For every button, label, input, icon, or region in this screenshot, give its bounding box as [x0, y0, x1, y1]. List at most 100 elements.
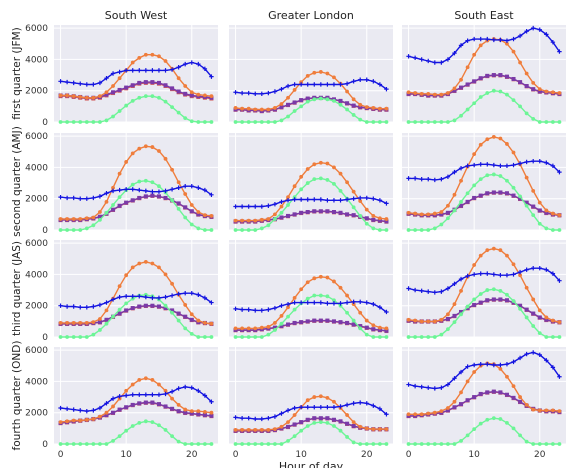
data-point-green — [511, 299, 516, 303]
data-point-orange — [163, 59, 168, 63]
data-point-orange — [371, 106, 376, 110]
data-point-orange — [364, 426, 369, 431]
data-point-orange — [259, 325, 264, 330]
data-point-blue — [325, 405, 330, 410]
data-point-blue — [478, 271, 483, 276]
y-tick-label: 2000 — [25, 302, 48, 312]
data-point-green — [544, 120, 549, 124]
data-point-orange — [419, 319, 424, 324]
data-point-blue — [517, 269, 523, 275]
data-point-orange — [439, 409, 444, 414]
data-point-orange — [163, 272, 168, 277]
series-orange — [406, 246, 562, 325]
data-point-orange — [233, 218, 238, 223]
data-point-green — [233, 228, 238, 232]
panel-first-quarter-jfm-south-east — [402, 25, 566, 124]
data-point-purple — [312, 318, 317, 323]
data-point-green — [358, 214, 363, 218]
data-point-green — [183, 326, 188, 331]
data-point-orange — [518, 273, 522, 278]
data-point-blue — [331, 82, 337, 87]
data-point-green — [406, 442, 411, 446]
data-point-blue — [58, 303, 63, 308]
data-point-purple — [183, 314, 188, 319]
data-point-blue — [78, 196, 83, 201]
data-point-green — [345, 310, 349, 315]
y-tick-label: 6000 — [25, 132, 48, 142]
data-point-green — [246, 228, 251, 232]
data-point-orange — [312, 70, 317, 75]
data-point-green — [325, 294, 330, 299]
data-point-green — [273, 328, 277, 332]
data-point-purple — [531, 311, 536, 316]
data-point-orange — [65, 217, 70, 221]
data-point-orange — [377, 106, 382, 111]
data-point-blue — [266, 307, 271, 312]
data-point-purple — [338, 210, 343, 215]
data-point-orange — [325, 161, 330, 166]
data-point-green — [446, 120, 450, 124]
data-point-blue — [331, 198, 337, 203]
data-point-orange — [58, 93, 63, 98]
data-point-green — [299, 104, 304, 109]
data-point-purple — [183, 410, 188, 415]
data-point-orange — [505, 374, 509, 379]
data-point-blue — [196, 292, 201, 297]
data-point-orange — [491, 246, 496, 251]
data-point-orange — [286, 305, 290, 310]
data-point-green — [104, 321, 109, 326]
data-point-orange — [189, 312, 194, 317]
data-point-green — [452, 118, 457, 123]
data-point-orange — [183, 303, 188, 307]
data-point-green — [71, 120, 76, 124]
y-tick-label: 4000 — [25, 163, 48, 173]
data-point-blue — [305, 82, 310, 87]
data-point-orange — [259, 428, 264, 432]
data-point-blue — [371, 196, 376, 201]
data-point-blue — [325, 301, 330, 306]
data-point-green — [78, 442, 83, 446]
data-point-purple — [305, 96, 310, 101]
data-point-blue — [358, 77, 363, 82]
data-point-purple — [117, 311, 122, 316]
data-point-blue — [351, 401, 356, 406]
data-point-green — [531, 116, 536, 121]
data-point-orange — [84, 216, 89, 221]
data-point-orange — [130, 151, 135, 156]
series-orange — [58, 376, 214, 424]
data-point-blue — [471, 362, 477, 368]
data-point-orange — [273, 321, 277, 325]
data-point-blue — [511, 359, 516, 365]
data-point-blue — [104, 191, 109, 196]
data-point-blue — [458, 43, 464, 48]
data-point-green — [98, 217, 102, 222]
data-point-green — [273, 442, 277, 446]
data-point-blue — [406, 176, 411, 181]
data-point-blue — [485, 36, 490, 42]
data-point-purple — [345, 320, 350, 325]
data-point-orange — [544, 315, 549, 320]
data-point-blue — [452, 281, 457, 287]
data-point-blue — [150, 189, 155, 194]
data-point-green — [338, 428, 343, 433]
data-point-green — [117, 307, 122, 312]
data-point-green — [325, 178, 330, 182]
data-point-orange — [240, 326, 245, 331]
data-point-orange — [84, 417, 89, 422]
data-point-purple — [318, 209, 323, 214]
data-point-blue — [117, 187, 122, 193]
data-point-green — [273, 120, 277, 124]
data-point-green — [426, 120, 431, 124]
data-point-purple — [143, 80, 148, 85]
data-point-orange — [58, 217, 63, 221]
data-point-orange — [292, 88, 297, 92]
data-point-blue — [544, 160, 549, 165]
data-point-blue — [439, 385, 444, 390]
data-point-orange — [91, 215, 96, 220]
data-point-blue — [384, 201, 389, 206]
data-point-green — [299, 187, 304, 192]
data-point-orange — [71, 217, 76, 221]
data-point-blue — [272, 414, 278, 419]
x-tick-label: 0 — [58, 450, 64, 460]
data-point-green — [91, 120, 96, 124]
